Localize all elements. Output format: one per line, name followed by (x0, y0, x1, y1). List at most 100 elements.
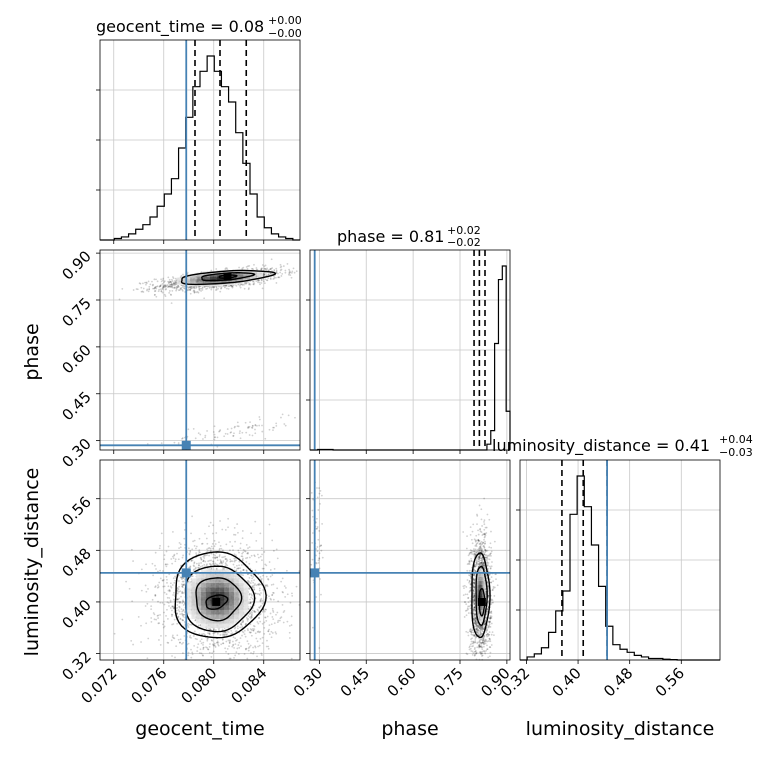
sample-point (239, 626, 242, 629)
sample-point (175, 598, 178, 601)
sample-point (263, 632, 266, 635)
sample-point (166, 563, 169, 566)
sample-point (259, 605, 262, 608)
density-cell (215, 569, 220, 574)
sample-point (220, 287, 223, 290)
sample-point (166, 581, 168, 584)
sample-point (478, 555, 481, 558)
sample-point (262, 574, 264, 577)
sample-point (483, 553, 486, 556)
sample-point (219, 520, 221, 522)
sample-point (233, 432, 235, 435)
sample-point (244, 623, 247, 626)
density-cell (196, 591, 201, 597)
sample-point (207, 632, 209, 634)
sample-point (160, 280, 163, 283)
sample-point (248, 593, 251, 596)
sample-point (472, 645, 475, 647)
sample-point (132, 560, 134, 562)
sample-point (230, 560, 233, 562)
sample-point (206, 639, 209, 642)
sample-point (250, 596, 253, 599)
sample-point (221, 633, 224, 636)
sample-point (468, 553, 471, 556)
sample-point (195, 545, 198, 548)
sample-point (470, 560, 473, 562)
sample-point (231, 285, 234, 288)
density-cell (224, 623, 230, 629)
sample-point (262, 273, 265, 276)
sample-point (483, 642, 486, 645)
sample-point (237, 653, 240, 655)
sample-point (223, 567, 226, 570)
sample-point (213, 433, 216, 436)
sample-point (213, 644, 215, 646)
sample-point (271, 607, 274, 610)
sample-point (242, 266, 245, 269)
sample-point (250, 554, 253, 557)
sample-point (273, 426, 275, 429)
sample-point (135, 288, 138, 290)
sample-point (177, 284, 180, 287)
sample-point (178, 547, 180, 550)
sample-point (257, 281, 259, 284)
sample-point (154, 293, 156, 296)
sample-point (231, 545, 234, 548)
sample-point (246, 580, 249, 582)
sample-point (221, 562, 223, 565)
sample-point (177, 558, 180, 561)
sample-point (188, 288, 191, 291)
sample-point (173, 284, 176, 286)
sample-point (465, 586, 468, 588)
sample-point (257, 556, 260, 559)
sample-point (245, 569, 248, 572)
sample-point (249, 631, 252, 634)
sample-point (252, 646, 254, 649)
sample-point (155, 287, 158, 290)
sample-point (482, 541, 485, 544)
x-tick-label: 0.56 (652, 664, 688, 700)
sample-point (157, 622, 160, 625)
sample-point (270, 272, 273, 275)
sample-point (235, 554, 237, 557)
sample-point (235, 284, 238, 287)
sample-point (483, 545, 485, 547)
sample-point (171, 555, 174, 558)
sample-point (216, 436, 219, 439)
y-tick-label: 0.45 (58, 388, 94, 424)
sample-point (153, 290, 156, 293)
sample-point (248, 283, 250, 286)
sample-point (251, 424, 254, 427)
sample-point (266, 615, 269, 618)
sample-point (471, 654, 474, 656)
sample-point (194, 566, 197, 569)
sample-point (207, 547, 210, 550)
sample-point (147, 588, 149, 590)
sample-point (206, 638, 209, 640)
sample-point (480, 531, 483, 534)
sample-point (235, 569, 238, 572)
sample-point (233, 646, 235, 649)
density-cell (229, 591, 235, 597)
sample-point (253, 584, 256, 587)
sample-point (477, 625, 480, 628)
sample-point (487, 595, 490, 598)
sample-point (225, 563, 228, 566)
sample-point (272, 609, 274, 612)
sample-point (171, 623, 173, 626)
sample-point (227, 517, 230, 520)
sample-point (182, 580, 185, 583)
sample-point (276, 611, 279, 614)
sample-point (248, 546, 251, 549)
sample-point (154, 594, 157, 596)
sample-point (264, 608, 267, 611)
sample-point (160, 532, 163, 535)
contour-mid (201, 272, 256, 282)
sample-point (254, 632, 257, 635)
density-cell (200, 610, 206, 615)
sample-point (479, 645, 481, 648)
sample-point (181, 586, 184, 589)
sample-point (470, 629, 473, 632)
sample-point (175, 645, 178, 648)
sample-point (155, 568, 157, 570)
